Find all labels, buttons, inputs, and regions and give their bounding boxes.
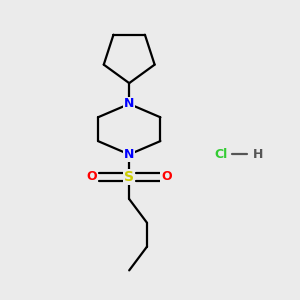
Text: N: N (124, 148, 134, 161)
Text: O: O (87, 170, 98, 183)
Text: O: O (161, 170, 172, 183)
Text: Cl: Cl (215, 148, 228, 161)
Text: H: H (253, 148, 264, 161)
Text: S: S (124, 170, 134, 184)
Text: N: N (124, 98, 134, 110)
